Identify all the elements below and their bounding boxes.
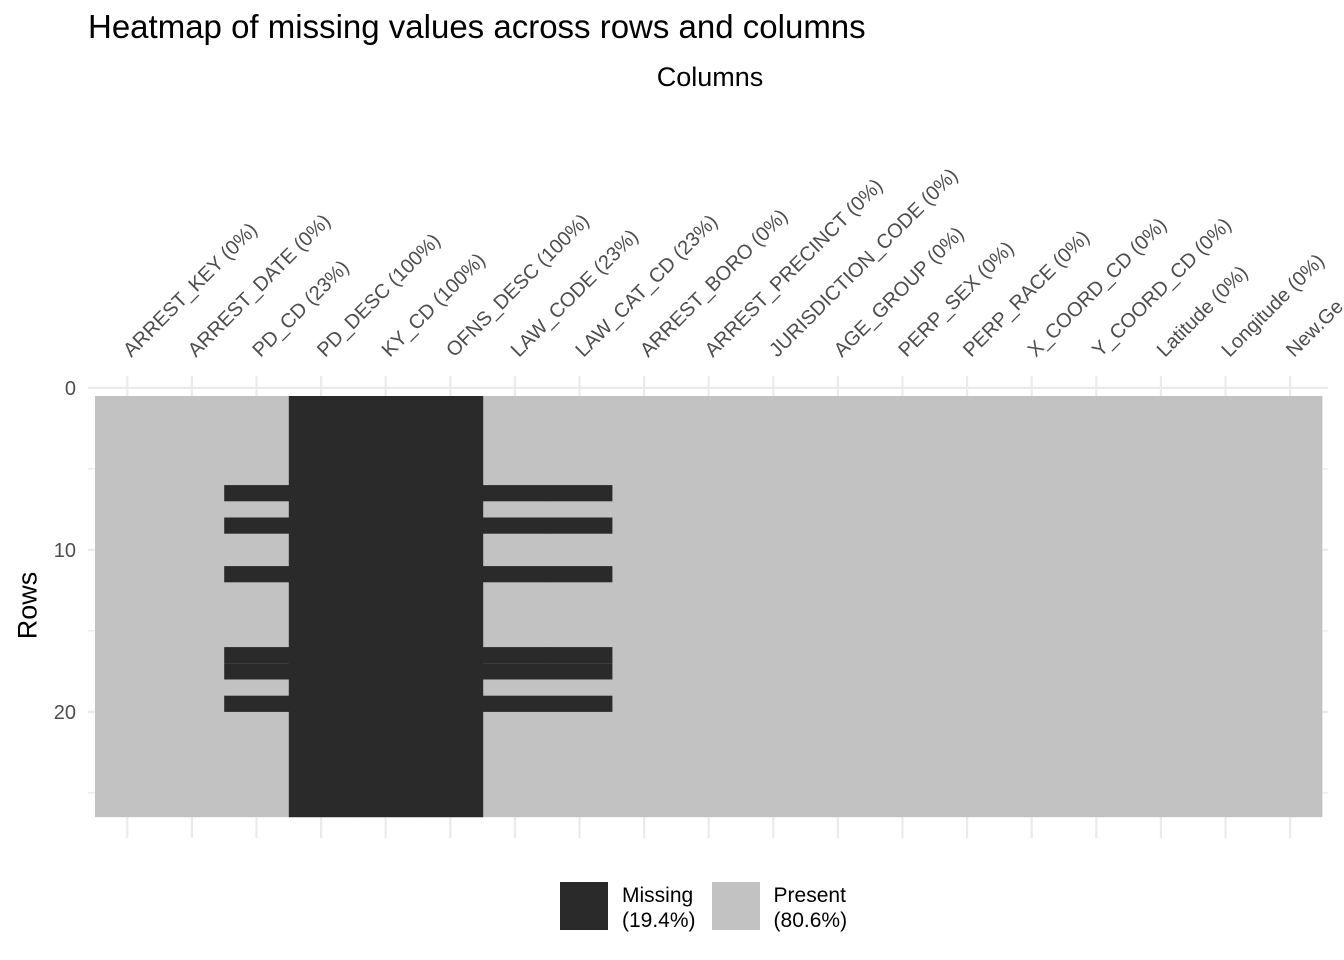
x-tick-label: PD_DESC (100%): [313, 230, 445, 362]
legend-item-missing: Missing (19.4%): [560, 882, 696, 933]
missing-cell: [482, 647, 548, 664]
legend-swatch-present: [711, 882, 760, 930]
legend-swatch-missing: [560, 882, 608, 930]
x-tick-label: New.Ge: [1282, 296, 1344, 362]
missing-cell: [224, 517, 290, 534]
missing-cell: [224, 485, 290, 502]
legend-pct-present: (80.6%): [773, 909, 848, 932]
chart-title: Heatmap of missing values across rows an…: [88, 8, 866, 45]
missing-cell: [418, 396, 484, 818]
x-axis-title: Columns: [656, 62, 764, 92]
legend: Missing (19.4%) Present (80.6%): [560, 882, 847, 933]
missing-cell: [482, 695, 548, 712]
missing-cell: [482, 485, 548, 502]
missing-cell: [224, 663, 290, 680]
missing-cell: [547, 695, 613, 712]
missing-cell: [482, 663, 548, 680]
missing-cell: [547, 647, 613, 664]
legend-pct-missing: (19.4%): [622, 909, 696, 932]
y-tick-label: 10: [54, 540, 76, 562]
missing-cell: [224, 647, 290, 664]
x-tick-label: PERP_SEX (0%): [894, 238, 1018, 362]
missing-cell: [547, 663, 613, 680]
x-tick-label: LAW_CODE (23%): [507, 225, 643, 361]
x-tick-label: PERP_RACE (0%): [959, 227, 1094, 362]
missing-cell: [547, 485, 613, 502]
missing-cell: [547, 517, 613, 534]
missing-cell: [288, 396, 354, 818]
legend-item-present: Present (80.6%): [711, 882, 848, 933]
legend-label-present: Present: [773, 884, 846, 907]
legend-label-missing: Missing: [622, 884, 694, 907]
missing-cell: [482, 517, 548, 534]
missing-cell: [224, 695, 290, 712]
present-cells: [95, 396, 1323, 818]
missing-cell: [353, 396, 419, 818]
missing-cell: [482, 566, 548, 583]
missing-cell: [224, 566, 290, 583]
missing-cell: [547, 566, 613, 583]
y-tick-label: 0: [65, 378, 76, 400]
y-tick-label: 20: [54, 702, 76, 724]
